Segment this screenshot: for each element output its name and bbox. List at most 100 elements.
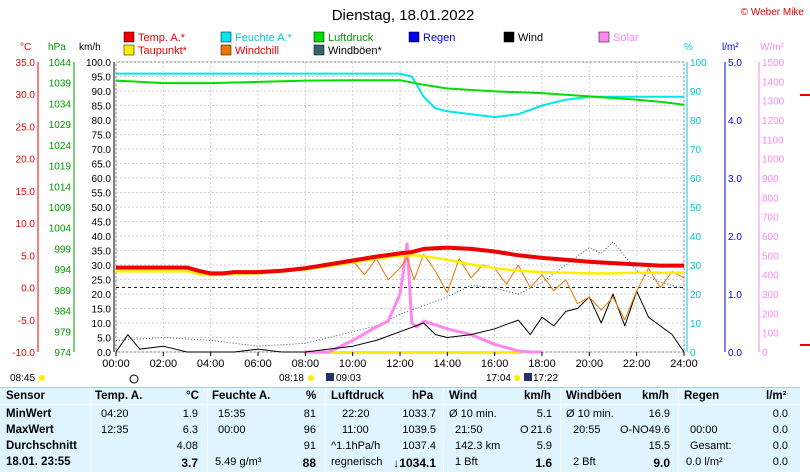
stats-header-hum: Feuchte A. bbox=[212, 390, 271, 402]
stats-row-label: MaxWert bbox=[6, 424, 54, 436]
stats-cell-press-time: regnerisch bbox=[331, 456, 383, 468]
stats-cell-temp-time: 04:20 bbox=[101, 408, 129, 420]
humidity-axis-tick-label: 60 bbox=[690, 174, 702, 185]
solar-axis-tick-label: 500 bbox=[762, 251, 779, 262]
axis-unit-temp: °C bbox=[20, 42, 31, 53]
sun-icon bbox=[308, 375, 314, 381]
solar-axis-tick-label: 100 bbox=[762, 329, 779, 340]
stats-header-gust-unit: km/h bbox=[642, 390, 669, 402]
temp-axis-tick-label: 0.0 bbox=[21, 284, 35, 295]
stats-cell-hum: 96 bbox=[303, 424, 316, 436]
stats-row-label: Durchschnitt bbox=[6, 440, 77, 452]
moon-rise-icon bbox=[326, 373, 334, 381]
wind-axis-tick-label: 25.0 bbox=[92, 276, 112, 287]
x-axis: 00:00 02:00 04:00 06:00 08:00 10:00 12:00 14:00… bbox=[102, 352, 698, 370]
stats-cell-press-time: ^1.1hPa/h bbox=[331, 440, 381, 452]
wind-axis-tick-label: 45.0 bbox=[92, 218, 112, 229]
legend-item-gust: Windböen* bbox=[313, 44, 383, 57]
axis-unit-solar: W/m² bbox=[760, 42, 785, 53]
pressure-axis-tick-label: 1019 bbox=[49, 162, 72, 173]
legend-label-dew: Taupunkt* bbox=[138, 45, 188, 57]
legend-item-solar: Solar bbox=[598, 31, 639, 44]
legend: Temp. A.* Feuchte A.* Luftdruck Regen Wi… bbox=[123, 31, 639, 57]
pressure-axis-tick-label: 999 bbox=[54, 244, 71, 255]
humidity-axis-tick-label: 100 bbox=[690, 58, 707, 69]
x-tick-label: 22:00 bbox=[623, 358, 651, 370]
copyright-label: © Weber Mike bbox=[741, 7, 805, 18]
legend-swatch-humidity bbox=[220, 31, 232, 43]
stats-cell-hum: 88 bbox=[302, 456, 316, 470]
temp-axis-tick-label: -10.0 bbox=[12, 348, 35, 359]
solar-axis-tick-label: 1200 bbox=[762, 116, 785, 127]
legend-label-rain: Regen bbox=[423, 32, 455, 44]
stats-cell-wind: 1.6 bbox=[535, 456, 552, 470]
humidity-axis-tick-label: 70 bbox=[690, 145, 702, 156]
wind-axis-tick-label: 0.0 bbox=[97, 348, 111, 359]
temp-axis-tick-label: -5.0 bbox=[18, 316, 36, 327]
stats-cell-press: 1037.4 bbox=[402, 440, 436, 452]
wind-axis-tick-label: 100.0 bbox=[86, 58, 111, 69]
solar-axis-tick-label: 600 bbox=[762, 232, 779, 243]
pressure-axis-tick-label: 1024 bbox=[49, 141, 72, 152]
legend-swatch-gust bbox=[313, 44, 325, 56]
temp-axis-tick-label: 20.0 bbox=[16, 155, 36, 166]
stats-cell-rain-desc: 0.0 l/m² bbox=[686, 456, 723, 468]
series-line-windb-en bbox=[115, 241, 685, 347]
legend-label-humidity: Feuchte A.* bbox=[235, 32, 293, 44]
series-line-solar bbox=[305, 242, 542, 354]
wind-axis-tick-label: 75.0 bbox=[92, 131, 112, 142]
wind-axis-tick-label: 20.0 bbox=[92, 290, 112, 301]
stats-cell-gust: 49.6 bbox=[648, 424, 670, 436]
solar-axis-tick-label: 400 bbox=[762, 271, 779, 282]
stats-cell-wind-desc: O bbox=[520, 424, 529, 436]
stats-cell-rain: 0.0 bbox=[772, 440, 788, 452]
stats-cell-hum-time: 00:00 bbox=[218, 424, 246, 436]
wind-axis-tick-label: 90.0 bbox=[92, 87, 112, 98]
temp-axis-tick-label: 35.0 bbox=[16, 58, 36, 69]
wind-axis-tick-label: 40.0 bbox=[92, 232, 112, 243]
solar-axis-tick-label: 900 bbox=[762, 174, 779, 185]
wind-axis-tick-label: 95.0 bbox=[92, 73, 112, 84]
wind-axis-tick-label: 35.0 bbox=[92, 247, 112, 258]
humidity-axis-tick-label: 40 bbox=[690, 232, 702, 243]
legend-item-temp: Temp. A.* bbox=[123, 31, 186, 44]
stats-cell-rain: 0.0 bbox=[772, 408, 788, 420]
stats-table: Sensor Temp. A. °C Feuchte A. % Luftdruc… bbox=[0, 387, 800, 472]
stats-header-rain-unit: l/m² bbox=[766, 390, 787, 402]
axis-unit-humidity: % bbox=[684, 42, 693, 53]
legend-label-gust: Windböen* bbox=[328, 45, 383, 57]
stats-cell-temp-time: 12:35 bbox=[101, 424, 129, 436]
rain-axis-tick-label: 1.0 bbox=[728, 290, 742, 301]
legend-swatch-pressure bbox=[313, 31, 325, 43]
wind-axis-tick-label: 60.0 bbox=[92, 174, 112, 185]
stats-header-gust: Windböen bbox=[566, 390, 622, 402]
moonset-label: 17:22 bbox=[533, 373, 558, 384]
legend-item-pressure: Luftdruck bbox=[313, 31, 374, 44]
legend-item-wind: Wind bbox=[503, 31, 543, 44]
x-tick-label: 18:00 bbox=[528, 358, 556, 370]
stats-cell-rain-desc: Gesamt: bbox=[690, 440, 732, 452]
moon-icon-midnight bbox=[129, 374, 139, 384]
sunrise-left-label: 08:45 bbox=[10, 373, 35, 384]
x-tick-label: 24:00 bbox=[670, 358, 698, 370]
wind-axis-tick-label: 10.0 bbox=[92, 319, 112, 330]
series-line-luftdruck bbox=[115, 79, 685, 106]
x-tick-label: 08:00 bbox=[292, 358, 320, 370]
legend-swatch-solar bbox=[598, 31, 610, 43]
stats-header-temp: Temp. A. bbox=[95, 390, 143, 402]
pressure-axis-tick-label: 994 bbox=[54, 265, 71, 276]
stats-cell-press-time: 11:00 bbox=[342, 424, 369, 436]
rain-axis-tick-label: 3.0 bbox=[728, 174, 742, 185]
wind-axis-tick-label: 50.0 bbox=[92, 203, 112, 214]
stats-cell-press: 1033.7 bbox=[402, 408, 436, 420]
humidity-axis-tick-label: 30 bbox=[690, 261, 702, 272]
series-line-windchill bbox=[340, 253, 685, 321]
pressure-axis-tick-label: 1044 bbox=[49, 58, 72, 69]
right-edge-marks bbox=[800, 94, 810, 346]
stats-cell-rain: 0.0 bbox=[772, 424, 788, 436]
solar-axis-tick-label: 800 bbox=[762, 193, 779, 204]
solar-axis-tick-label: 1500 bbox=[762, 58, 785, 69]
grid-layer bbox=[115, 61, 685, 353]
stats-cell-wind-time: 21:50 bbox=[455, 424, 483, 436]
solar-axis-tick-label: 1400 bbox=[762, 77, 785, 88]
